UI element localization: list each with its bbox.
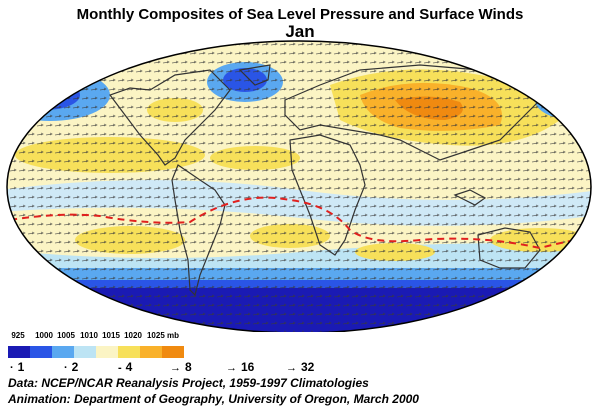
south-america-outline xyxy=(171,164,226,297)
legend-label: 925 xyxy=(11,331,25,340)
credit-note: Animation: Department of Geography, Univ… xyxy=(8,392,419,406)
scale-swatch xyxy=(30,346,52,358)
scale-swatch xyxy=(118,346,140,358)
legend-label: 1025 mb xyxy=(146,331,180,340)
scale-swatch xyxy=(96,346,118,358)
pressure-legend-labels: 925 1000 1005 1010 1015 1020 1025 mb xyxy=(0,331,600,345)
indonesia-outline xyxy=(453,189,487,206)
data-source-note: Data: NCEP/NCAR Reanalysis Project, 1959… xyxy=(8,376,369,390)
legend-label: 1015 xyxy=(102,331,120,340)
wind-speed-key: · 1 · 2 -4 → 8 → 16 → 32 xyxy=(0,360,600,376)
map-title: Monthly Composites of Sea Level Pressure… xyxy=(76,6,524,23)
north-america-outline xyxy=(109,69,231,166)
wind-key-item: · 1 xyxy=(10,360,25,374)
aleutian-low-east-core xyxy=(563,88,591,112)
coastlines xyxy=(109,64,541,297)
greenland-outline xyxy=(238,64,271,86)
legend-label: 1005 xyxy=(57,331,75,340)
itcz-line xyxy=(9,196,591,250)
wind-key-item: → 32 xyxy=(286,360,315,374)
world-pressure-map xyxy=(6,40,592,332)
legend-label: 1010 xyxy=(80,331,98,340)
pressure-color-scale xyxy=(8,346,184,358)
wind-key-item: -4 xyxy=(118,360,133,374)
legend-label: 1000 xyxy=(35,331,53,340)
australia-outline xyxy=(477,227,541,269)
globe-border xyxy=(6,40,592,332)
legend-label: 1020 xyxy=(124,331,142,340)
scale-swatch xyxy=(8,346,30,358)
scale-swatch xyxy=(52,346,74,358)
scale-swatch xyxy=(74,346,96,358)
wind-key-item: · 2 xyxy=(64,360,79,374)
scale-swatch xyxy=(162,346,184,358)
month-label: Jan xyxy=(285,22,315,41)
scale-swatch xyxy=(140,346,162,358)
africa-outline xyxy=(289,134,366,256)
wind-key-item: → 16 xyxy=(226,360,255,374)
eurasia-outline xyxy=(284,64,541,161)
wind-key-item: → 8 xyxy=(170,360,192,374)
